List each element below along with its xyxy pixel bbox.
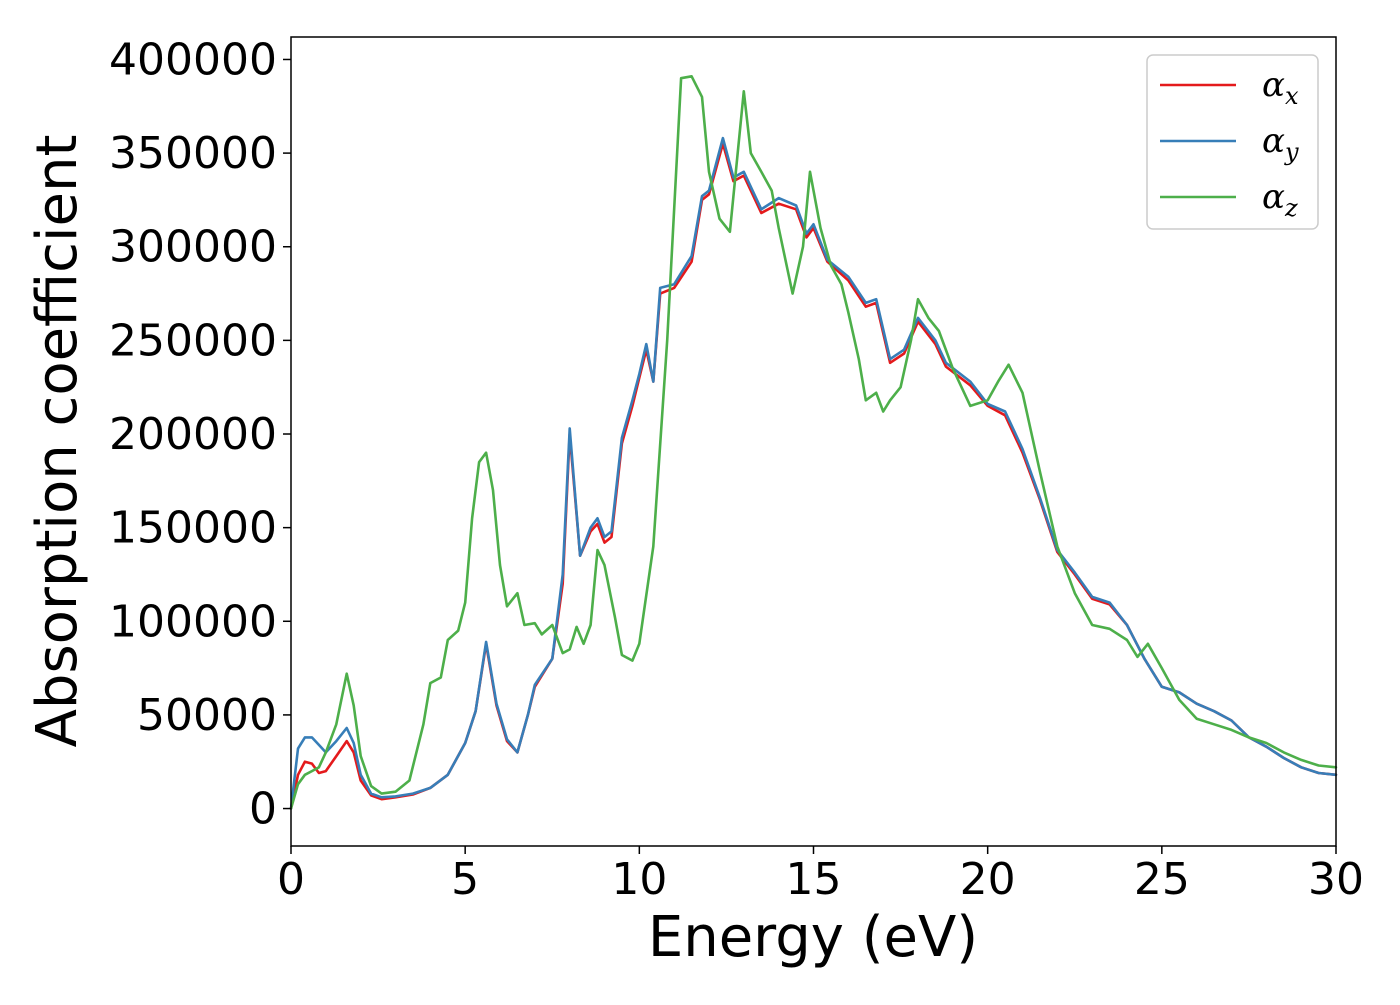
y-tick-label: 0 [249,784,277,835]
legend-label-y: αy [1262,121,1299,166]
y-tick-label: 200000 [109,409,277,460]
series-line-z [289,75,1338,810]
x-tick-label: 25 [1134,854,1190,905]
y-axis-label: Absorption coefficient [25,135,90,748]
x-tick-label: 20 [960,854,1016,905]
x-tick-label: 15 [786,854,842,905]
y-tick-label: 150000 [109,503,277,554]
y-tick-label: 100000 [109,596,277,647]
series-layer [289,75,1338,810]
x-tick-label: 10 [611,854,667,905]
x-axis-ticks: 0 5 10 15 20 25 30 [277,846,1364,905]
x-axis-label: Energy (eV) [648,905,978,970]
y-tick-label: 400000 [109,34,277,85]
x-tick-label: 30 [1308,854,1364,905]
legend-label-z: αz [1262,177,1298,222]
series-line-y [289,136,1338,810]
legend: αx αy αz [1146,54,1319,230]
x-tick-label: 0 [277,854,305,905]
y-tick-label: 250000 [109,315,277,366]
y-tick-label: 350000 [109,128,277,179]
x-tick-label: 5 [451,854,479,905]
legend-label-x: αx [1262,65,1299,110]
y-axis-ticks: 0 50000 100000 150000 200000 250000 300000 3500… [109,34,291,835]
legend-entries: αx αy αz [1160,65,1299,222]
y-tick-label: 50000 [137,690,277,741]
y-tick-label: 300000 [109,222,277,273]
